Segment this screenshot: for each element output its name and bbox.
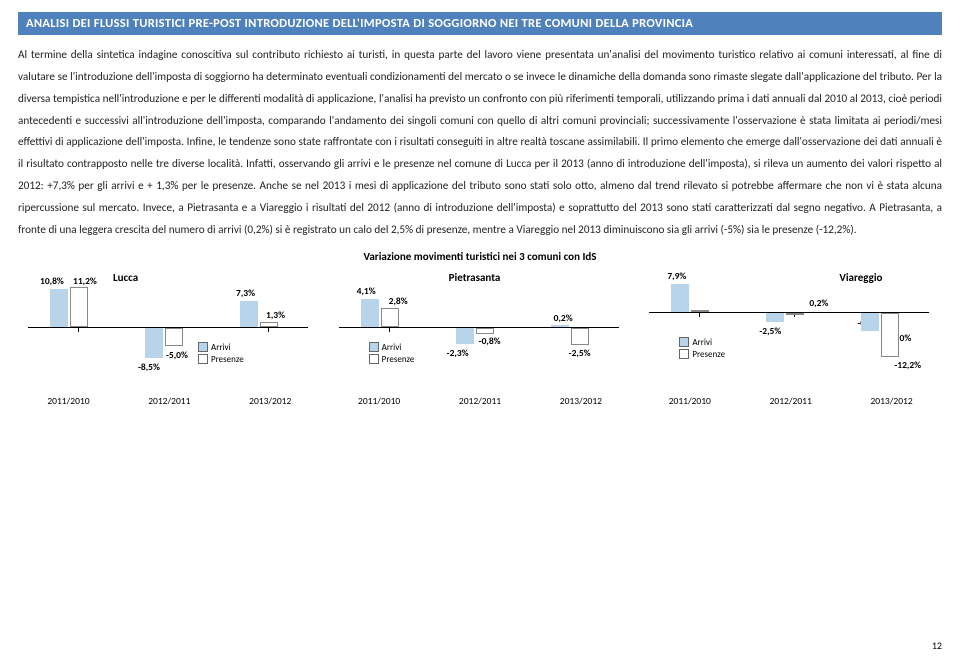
chart-name-pietrasanta: Pietrasanta — [449, 271, 501, 284]
chart-lucca: Lucca 10,8% 11,2% -8,5% -5,0% 7,3% 1,3% … — [18, 267, 321, 407]
value-label: 11,2% — [73, 275, 97, 287]
value-label: 0,2% — [554, 312, 573, 324]
x-label: 2011/2010 — [47, 395, 89, 407]
x-axis-labels: 2011/2010 2012/2011 2013/2012 — [18, 395, 321, 407]
body-paragraph: Al termine della sintetica indagine cono… — [18, 45, 942, 242]
value-label: 7,3% — [236, 287, 255, 299]
value-label: 2,8% — [389, 295, 408, 307]
bar-arrivi — [145, 328, 163, 358]
legend-presenze: Presenze — [692, 349, 725, 360]
bar-arrivi — [671, 284, 689, 312]
x-axis-labels: 2011/2010 2012/2011 2013/2012 — [639, 395, 942, 407]
value-label: 0,2% — [809, 297, 828, 309]
x-axis-labels: 2011/2010 2012/2011 2013/2012 — [329, 395, 632, 407]
charts-title: Variazione movimenti turistici nei 3 com… — [18, 250, 942, 263]
chart-name-viareggio: Viareggio — [839, 271, 882, 284]
bar-arrivi — [50, 289, 68, 327]
bar-arrivi — [861, 313, 879, 331]
legend: Arrivi Presenze — [198, 342, 244, 366]
legend: Arrivi Presenze — [679, 337, 725, 361]
x-label: 2013/2012 — [249, 395, 291, 407]
bar-arrivi — [456, 328, 474, 344]
chart-pietrasanta: Pietrasanta 4,1% 2,8% -2,3% -0,8% 0,2% -… — [329, 267, 632, 407]
bar-presenze — [881, 313, 899, 357]
value-label: 4,1% — [357, 285, 376, 297]
x-label: 2011/2010 — [669, 395, 711, 407]
x-label: 2012/2011 — [770, 395, 812, 407]
bar-presenze — [786, 313, 804, 315]
bar-presenze — [476, 328, 494, 334]
charts-row: Lucca 10,8% 11,2% -8,5% -5,0% 7,3% 1,3% … — [18, 267, 942, 407]
x-label: 2012/2011 — [459, 395, 501, 407]
legend-arrivi: Arrivi — [211, 342, 231, 353]
bar-presenze — [260, 322, 278, 327]
bar-arrivi — [361, 299, 379, 327]
legend: Arrivi Presenze — [369, 342, 415, 366]
value-label: 10,8% — [40, 275, 64, 287]
value-label: -2,5% — [569, 347, 591, 359]
bar-presenze — [70, 287, 88, 327]
x-label: 2013/2012 — [870, 395, 912, 407]
section-header: ANALISI DEI FLUSSI TURISTICI PRE-POST IN… — [18, 12, 942, 35]
x-label: 2011/2010 — [358, 395, 400, 407]
bar-arrivi — [240, 301, 258, 327]
x-label: 2012/2011 — [148, 395, 190, 407]
bar-presenze — [381, 308, 399, 327]
bar-presenze — [571, 328, 589, 345]
legend-presenze: Presenze — [211, 354, 244, 365]
bar-presenze — [691, 310, 709, 312]
chart-name-lucca: Lucca — [113, 271, 138, 284]
value-label: -5,0% — [166, 349, 188, 361]
value-label: -12,2% — [894, 359, 921, 371]
page-number: 12 — [932, 639, 942, 652]
legend-presenze: Presenze — [382, 354, 415, 365]
value-label: 1,3% — [266, 309, 285, 321]
legend-arrivi: Arrivi — [692, 337, 712, 348]
x-label: 2013/2012 — [560, 395, 602, 407]
value-label: -0,8% — [479, 335, 501, 347]
bar-arrivi — [551, 325, 569, 327]
legend-arrivi: Arrivi — [382, 342, 402, 353]
value-label: -2,5% — [759, 325, 781, 337]
value-label: -2,3% — [447, 347, 469, 359]
value-label: -8,5% — [138, 361, 160, 373]
chart-viareggio: Viareggio 7,9% 0,2% -2,5% -0,3% -5,0% -1… — [639, 267, 942, 407]
bar-arrivi — [766, 313, 784, 322]
value-label: 7,9% — [667, 270, 686, 282]
bar-presenze — [165, 328, 183, 346]
